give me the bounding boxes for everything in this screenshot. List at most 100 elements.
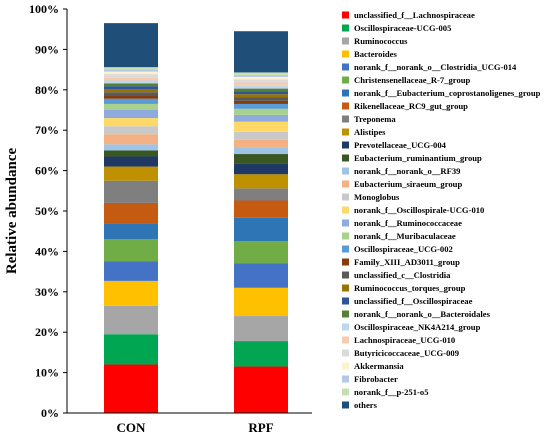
bar-segment (104, 280, 158, 306)
bar-segment (104, 261, 158, 281)
y-tick-label: 80% (35, 83, 59, 97)
bar-segment (104, 134, 158, 145)
bar-segment (234, 100, 288, 104)
legend-swatch (342, 76, 349, 84)
bar-segment (104, 77, 158, 81)
bar-segment (234, 200, 288, 218)
legend-label: norank_f__p-251-o5 (354, 387, 429, 397)
legend-swatch (342, 349, 349, 357)
bar-segment (104, 80, 158, 84)
legend-label: Ruminococcus_torques_group (354, 283, 466, 293)
bar-segment (234, 121, 288, 132)
x-tick-label: RPF (248, 420, 273, 435)
y-axis: 0% 10% 20% 30% 40% 50% 60% 70% 80% 90% 100% (29, 2, 68, 420)
legend-swatch (342, 50, 349, 58)
bar-segment (234, 82, 288, 86)
bar-segment (104, 71, 158, 75)
legend-label: unclassified_f__Oscillospiraceae (354, 296, 473, 306)
y-tick-label: 70% (35, 123, 59, 137)
bar-segment (104, 305, 158, 335)
y-tick-label: 100% (29, 2, 59, 16)
bar-segment (234, 316, 288, 342)
bar-segment (234, 85, 288, 89)
bar-segment (104, 92, 158, 96)
bar-segment (234, 108, 288, 115)
legend-label: Eubacterium_siraeum_group (354, 179, 462, 189)
bar-segment (104, 156, 158, 167)
legend-swatch (342, 37, 349, 45)
legend-swatch (342, 258, 349, 266)
legend-swatch (342, 206, 349, 214)
legend-label: Bacteroides (354, 49, 397, 59)
bar-segment (234, 174, 288, 189)
legend-swatch (342, 310, 349, 318)
bar-segment (104, 88, 158, 93)
bar-segment (104, 103, 158, 110)
bar-segment (104, 334, 158, 365)
legend-swatch (342, 375, 349, 383)
legend-label: norank_f__Eubacterium_coprostanoligenes_… (354, 88, 541, 98)
legend-label: Butyricicoccaceae_UCG-009 (354, 348, 459, 358)
bar-segment (234, 91, 288, 95)
bar-segment (234, 163, 288, 175)
legend-swatch (342, 102, 349, 110)
bar-segment (104, 74, 158, 78)
y-tick-label: 60% (35, 164, 59, 178)
legend-label: others (354, 400, 378, 410)
bar-segment (104, 144, 158, 151)
bar-segment (104, 95, 158, 99)
legend-label: Akkermansia (354, 361, 404, 371)
legend-swatch (342, 219, 349, 227)
legend-label: Christensenellaceae_R-7_group (354, 75, 471, 85)
bar-segment (104, 69, 158, 72)
bar-segment (104, 180, 158, 203)
legend-swatch (342, 193, 349, 201)
legend-label: norank_f__Oscillospirale-UCG-010 (354, 205, 484, 215)
legend-swatch (342, 167, 349, 175)
legend-label: Rikenellaceae_RC9_gut_group (354, 101, 468, 111)
bar-segment (234, 217, 288, 242)
bar-segment (234, 131, 288, 140)
bar-segment (234, 263, 288, 288)
legend-swatch (342, 271, 349, 279)
legend-swatch (342, 401, 349, 409)
bar-segment (234, 366, 288, 413)
bar-segment (104, 223, 158, 240)
legend-swatch (342, 89, 349, 97)
bar-segment (104, 166, 158, 181)
legend-label: Prevotellaceae_UCG-004 (354, 140, 447, 150)
bar-segment (234, 31, 288, 73)
bar-segment (104, 98, 158, 104)
bar-segment (104, 86, 158, 89)
bar-segment (104, 150, 158, 157)
bar-segment (234, 79, 288, 83)
bar-segment (104, 23, 158, 68)
legend-swatch (342, 388, 349, 396)
bar-segment (234, 103, 288, 109)
bar-segment (234, 74, 288, 77)
legend-swatch (342, 284, 349, 292)
bar-segment (104, 239, 158, 262)
bar-segment (104, 83, 158, 87)
legend-label: Family_XIII_AD3011_group (354, 257, 460, 267)
bar-segment (234, 97, 288, 101)
legend-swatch (342, 245, 349, 253)
x-tick-label: CON (117, 420, 147, 435)
bars (104, 23, 288, 413)
legend-swatch (342, 141, 349, 149)
legend-label: Treponema (354, 114, 396, 124)
legend-label: Oscillospiraceae_NK4A214_group (354, 322, 481, 332)
bar-segment (234, 241, 288, 264)
bar-segment (234, 72, 288, 75)
legend: unclassified_f__Lachnospiraceae Oscillosp… (342, 10, 541, 410)
y-tick-label: 90% (35, 42, 59, 56)
bar-segment (234, 154, 288, 164)
legend-label: Fibrobacter (354, 374, 398, 384)
bar-segment (234, 188, 288, 201)
bar-segment (234, 76, 288, 80)
legend-swatch (342, 24, 349, 32)
y-axis-label: Relative abundance (4, 148, 20, 275)
y-tick-label: 10% (35, 366, 59, 380)
bar-segment (104, 364, 158, 413)
